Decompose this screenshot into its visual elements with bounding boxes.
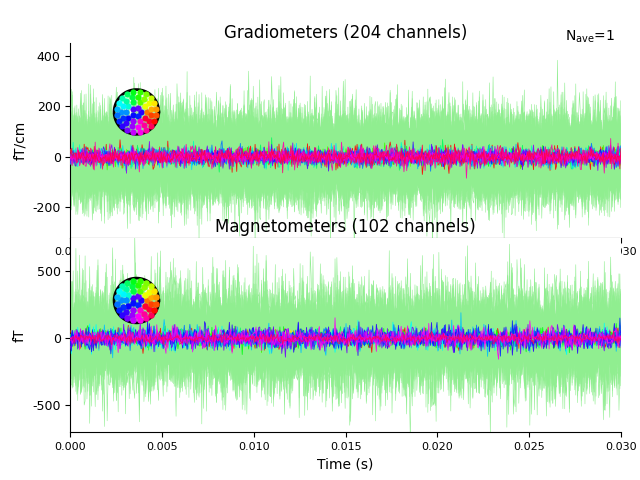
Y-axis label: fT: fT [13, 328, 27, 342]
Text: N$_{\mathrm{ave}}$=1: N$_{\mathrm{ave}}$=1 [564, 29, 614, 45]
Title: Gradiometers (204 channels): Gradiometers (204 channels) [224, 24, 467, 42]
Title: Magnetometers (102 channels): Magnetometers (102 channels) [215, 218, 476, 236]
Y-axis label: fT/cm: fT/cm [13, 121, 27, 160]
X-axis label: Time (s): Time (s) [317, 457, 374, 471]
